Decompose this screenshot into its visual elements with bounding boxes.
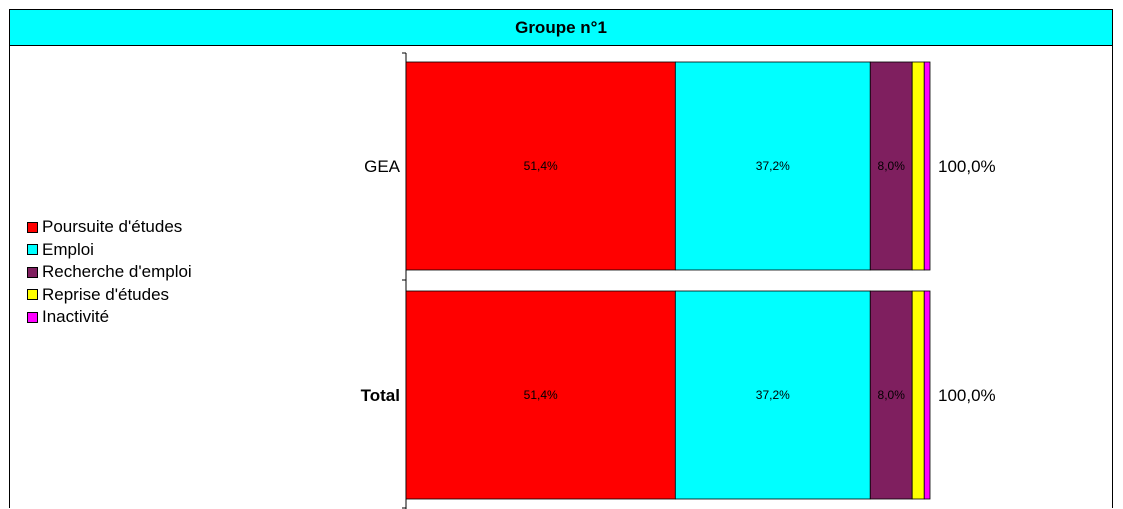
legend-label: Reprise d'études xyxy=(42,284,170,304)
legend-item: Emploi xyxy=(27,239,192,262)
legend-label: Emploi xyxy=(42,239,94,259)
legend: Poursuite d'études Emploi Recherche d'empl… xyxy=(27,216,192,329)
legend-swatch xyxy=(27,244,38,256)
total-label: 100,0% xyxy=(938,386,996,405)
legend-item: Reprise d'études xyxy=(27,284,192,307)
category-label: GEA xyxy=(364,157,401,176)
category-label: Total xyxy=(361,386,400,405)
data-label: 51,4% xyxy=(524,159,558,173)
legend-label: Recherche d'emploi xyxy=(42,262,192,282)
chart-plot: 51,4% 37,2% 8,0% 100,0% GEA 51,4% 37,2% 8,0% 100… xyxy=(361,52,996,509)
bar-segment xyxy=(923,61,931,271)
data-label: 51,4% xyxy=(524,388,558,402)
legend-item: Recherche d'emploi xyxy=(27,261,192,284)
bar-segment xyxy=(674,61,871,271)
bar-segment xyxy=(911,290,925,500)
legend-label: Inactivité xyxy=(42,307,110,327)
bar-segment xyxy=(405,290,676,500)
data-label: 37,2% xyxy=(756,159,790,173)
bar-segment xyxy=(674,290,871,500)
legend-item: Poursuite d'études xyxy=(27,216,192,239)
legend-swatch xyxy=(27,289,38,301)
legend-swatch xyxy=(27,311,38,323)
chart-frame: Groupe n°1 51,4% 37,2% 8,0% 100,0% GEA 51,4% 3… xyxy=(9,9,1113,509)
legend-label: Poursuite d'études xyxy=(42,217,183,237)
legend-swatch xyxy=(27,221,38,233)
total-label: 100,0% xyxy=(938,157,996,176)
legend-item: Inactivité xyxy=(27,306,192,329)
bar-segment xyxy=(911,61,925,271)
data-label: 8,0% xyxy=(878,388,906,402)
data-label: 8,0% xyxy=(878,159,906,173)
chart-title: Groupe n°1 xyxy=(10,10,1112,46)
bar-segment xyxy=(923,290,931,500)
data-label: 37,2% xyxy=(756,388,790,402)
legend-swatch xyxy=(27,266,38,278)
